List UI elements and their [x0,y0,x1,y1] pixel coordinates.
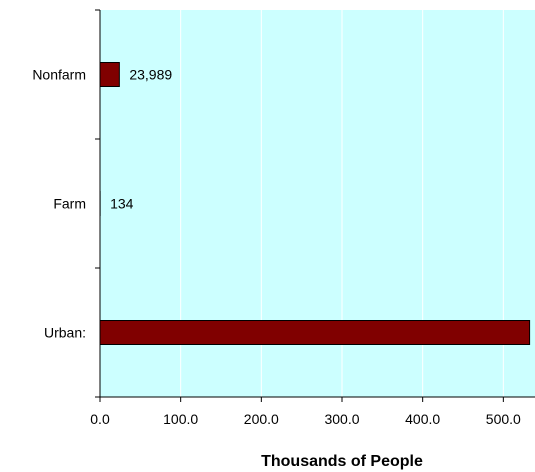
bar-urban [99,320,531,345]
axes [95,9,535,402]
x-tick-label: 400.0 [405,411,440,427]
category-label: Farm [53,196,86,212]
x-tick-label: 0.0 [90,411,110,427]
x-tick-label: 200.0 [244,411,279,427]
category-label: Nonfarm [32,67,86,83]
category-label: Urban: [44,325,86,341]
x-tick-label: 100.0 [163,411,198,427]
data-label: 23,989 [129,67,172,83]
bar-nonfarm [99,62,120,87]
x-tick-label: 300.0 [324,411,359,427]
x-axis-title: Thousands of People [261,453,423,470]
data-labels: 23,989134532,555 [110,67,172,212]
data-label: 134 [110,196,134,212]
category-labels: Nonfarm Farm Urban: [32,67,86,341]
x-tick-label: 500.0 [486,411,521,427]
